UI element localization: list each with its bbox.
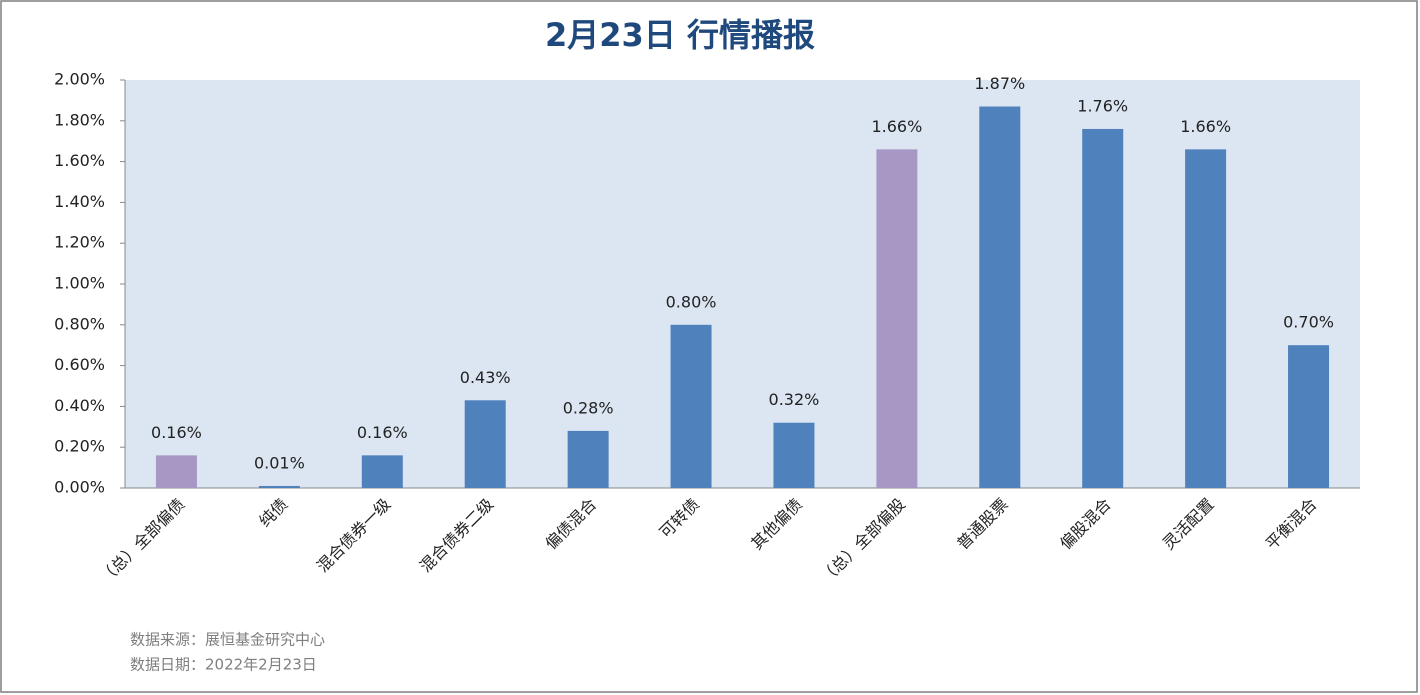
data-label: 0.70% [1283, 313, 1334, 332]
plot-area [125, 80, 1360, 488]
date-note: 数据日期：2022年2月23日 [130, 656, 317, 674]
data-label: 0.16% [357, 423, 408, 442]
y-tick-label: 1.60% [54, 151, 105, 170]
y-tick-label: 0.20% [54, 437, 105, 456]
bar [1288, 345, 1330, 488]
data-label: 0.43% [460, 368, 511, 387]
data-label: 1.66% [1180, 117, 1231, 136]
y-tick-label: 2.00% [54, 70, 105, 89]
y-tick-label: 1.80% [54, 110, 105, 129]
data-label: 1.66% [871, 117, 922, 136]
data-label: 0.80% [666, 292, 717, 311]
y-tick-label: 1.20% [54, 233, 105, 252]
data-label: 1.87% [974, 74, 1025, 93]
y-tick-label: 0.40% [54, 396, 105, 415]
data-label: 0.16% [151, 423, 202, 442]
bar [876, 149, 918, 489]
source-note: 数据来源：展恒基金研究中心 [130, 631, 325, 649]
y-tick-label: 0.80% [54, 314, 105, 333]
y-tick-label: 1.00% [54, 274, 105, 293]
bar [1185, 149, 1227, 489]
bar [979, 106, 1021, 489]
bar [567, 430, 609, 488]
bar [464, 400, 506, 488]
bar [1082, 128, 1124, 488]
data-label: 0.32% [769, 390, 820, 409]
bar [155, 455, 197, 488]
y-tick-label: 0.00% [54, 478, 105, 497]
bar [258, 485, 300, 488]
y-tick-label: 1.40% [54, 192, 105, 211]
data-label: 0.01% [254, 453, 305, 472]
y-tick-label: 0.60% [54, 355, 105, 374]
bar [670, 324, 712, 488]
bar [773, 422, 815, 488]
data-label: 1.76% [1077, 96, 1128, 115]
chart-title: 2月23日 行情播报 [545, 16, 815, 54]
data-label: 0.28% [563, 398, 614, 417]
bar [361, 455, 403, 488]
